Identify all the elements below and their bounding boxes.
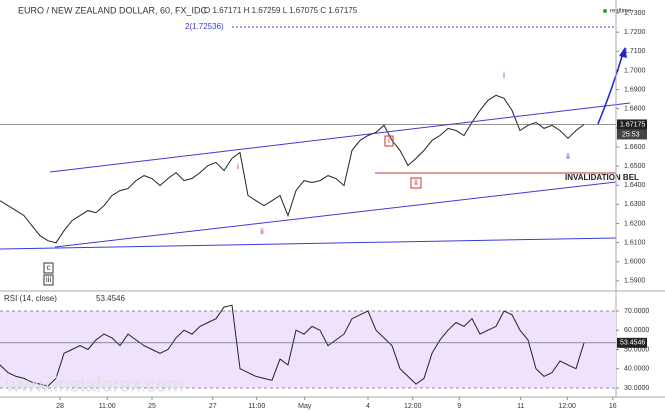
watermark: www.instaforex.com — [5, 374, 184, 396]
status-dot — [603, 9, 607, 13]
x-tick-label: 4 — [366, 403, 370, 410]
y-tick-label: 60.0000 — [624, 327, 649, 334]
y-tick-label: 1.6900 — [624, 86, 646, 93]
status: realtime — [610, 9, 632, 15]
y-tick-label: 1.6500 — [624, 163, 646, 170]
x-tick-label: 11 — [517, 403, 524, 410]
x-tick-label: 27 — [209, 403, 217, 410]
wave-label: ii — [566, 152, 570, 161]
y-tick-label: 70.0000 — [624, 308, 649, 315]
channel-lower — [54, 181, 617, 248]
wave-label: ii — [260, 227, 264, 236]
wave-label: i — [503, 71, 505, 80]
x-tick-label: 25 — [148, 403, 156, 410]
last-value-box — [617, 337, 647, 348]
last-value-label: 1.67175 — [620, 121, 645, 128]
x-tick-label: 12:00 — [558, 403, 576, 410]
y-tick-label: 40.0000 — [624, 366, 649, 373]
price-panel: 1.7300 1.7200 1.7100 1.7000 1.6900 1.6800 1.67… — [0, 10, 647, 285]
last-value-label: 53.4546 — [620, 340, 645, 347]
chart-title: EURO / NEW ZEALAND DOLLAR, 60, FX_IDC — [18, 5, 208, 15]
invalidation-label: INVALIDATION BEL — [565, 173, 639, 182]
x-tick-label: 11:00 — [248, 403, 265, 410]
y-tick-label: 1.5900 — [624, 278, 646, 285]
y-tick-label: 1.6400 — [624, 182, 646, 189]
label-box — [43, 274, 54, 286]
x-tick-label: 9 — [457, 403, 461, 410]
label-box — [43, 262, 54, 274]
y-tick-label: 1.6600 — [624, 144, 646, 151]
series-line — [0, 94, 585, 244]
x-tick-label: 28 — [56, 403, 64, 410]
arrow-head — [619, 47, 627, 58]
y-tick-label: 1.7100 — [624, 48, 646, 55]
x-tick-label: 11:00 — [99, 403, 116, 410]
y-tick-label: 1.6300 — [624, 201, 646, 208]
y-tick-label: 30.0000 — [624, 385, 649, 392]
rsi-title: RSI (14, close) — [4, 294, 57, 303]
rsi-panel: 70.0000 60.0000 50.0000 40.0000 30.0000 53.45… — [0, 304, 649, 392]
wave-label: iii — [46, 275, 52, 284]
label-box — [410, 177, 422, 189]
wave-label: i — [237, 162, 239, 171]
y-tick-label: 1.6100 — [624, 239, 646, 246]
ohlc-readout: O 1.67171 H 1.67259 L 1.67075 C 1.67175 — [204, 6, 358, 15]
target-label: 2(1.72536) — [185, 22, 224, 31]
y-tick-label: 1.6800 — [624, 106, 646, 113]
y-tick-label: 1.6200 — [624, 220, 646, 227]
rsi-value: 53.4546 — [96, 294, 125, 303]
rsi-band — [0, 310, 616, 388]
last-value-box — [617, 119, 647, 130]
y-tick-label: 1.7200 — [624, 29, 646, 36]
y-tick-label: 1.7000 — [624, 67, 646, 74]
forecast-arrow — [597, 49, 625, 125]
x-tick-label: 12:00 — [404, 403, 422, 410]
series-line — [0, 304, 585, 387]
x-tick-label: May — [298, 403, 312, 410]
wave-label: i — [388, 136, 390, 145]
y-tick-label: 1.6000 — [624, 259, 646, 266]
wave-label: ii — [414, 178, 418, 187]
y-tick-label: 1.7300 — [624, 10, 646, 17]
wave-label: c — [47, 263, 51, 272]
countdown-box — [617, 129, 647, 140]
label-box — [384, 135, 394, 147]
base-line — [0, 237, 617, 250]
x-tick-label: 16 — [609, 403, 617, 410]
countdown-label: 25:53 — [622, 131, 640, 138]
y-tick-label: 50.0000 — [624, 346, 649, 353]
channel-upper — [49, 102, 631, 173]
